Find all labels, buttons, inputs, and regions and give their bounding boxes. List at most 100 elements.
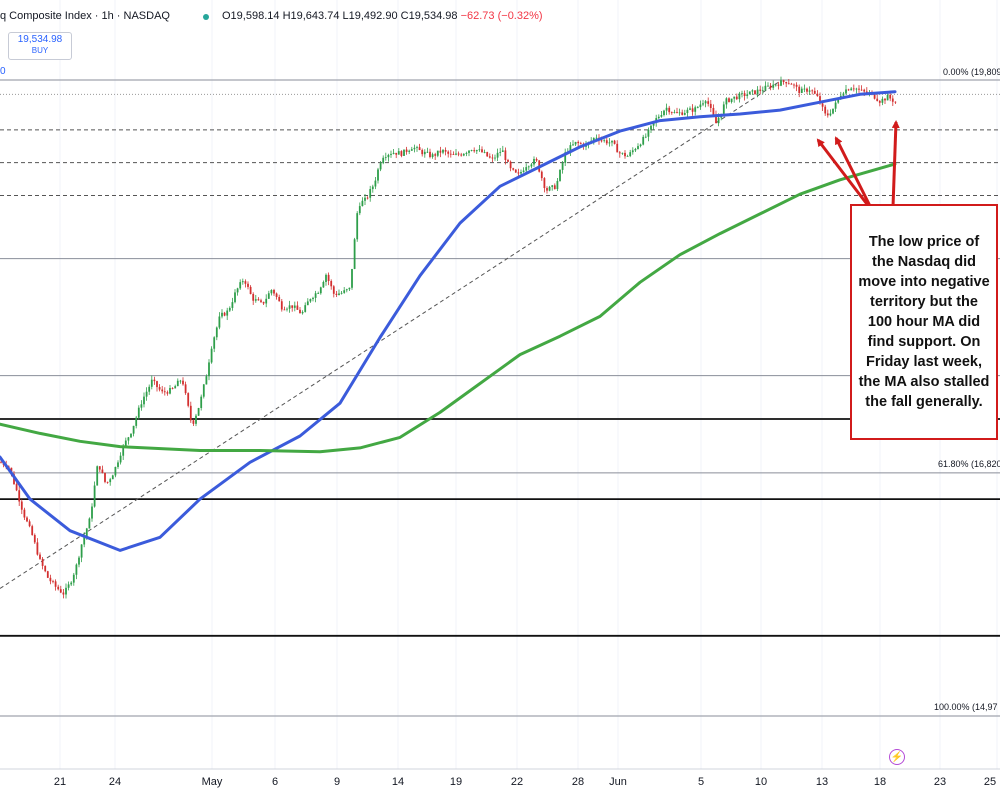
candle-body xyxy=(59,589,62,593)
candle xyxy=(465,151,468,157)
candle-body xyxy=(228,307,231,311)
buy-button[interactable]: 19,534.98 BUY xyxy=(8,32,72,60)
candle xyxy=(777,81,780,90)
candle xyxy=(312,296,314,302)
candle-body xyxy=(189,405,192,421)
candle-body xyxy=(226,310,229,316)
candle-body xyxy=(782,80,785,82)
candle-body xyxy=(88,518,91,529)
candle-body xyxy=(546,188,548,191)
candle xyxy=(499,147,502,157)
candle-body xyxy=(733,96,736,99)
candle-body xyxy=(863,89,866,92)
candle xyxy=(293,301,296,312)
candle xyxy=(228,306,231,313)
candle xyxy=(764,81,767,91)
candle-body xyxy=(205,376,208,385)
candle-body xyxy=(559,169,561,181)
candle xyxy=(374,176,377,190)
candle xyxy=(530,163,533,169)
candle xyxy=(444,147,447,156)
candle-body xyxy=(676,112,678,114)
candle xyxy=(80,544,83,563)
candle xyxy=(421,148,424,157)
candle xyxy=(223,311,226,317)
candle xyxy=(163,387,166,396)
candle xyxy=(88,517,91,529)
candle xyxy=(748,91,751,95)
candle xyxy=(434,152,437,160)
candle xyxy=(283,306,286,311)
candle-body xyxy=(78,557,80,565)
candle xyxy=(332,285,335,298)
candle-body xyxy=(626,156,629,157)
candle xyxy=(340,290,343,295)
candle-body xyxy=(618,152,621,154)
candle xyxy=(67,581,70,591)
candle-body xyxy=(564,152,567,163)
candle-body xyxy=(322,281,325,288)
candle xyxy=(210,346,213,364)
buy-price: 19,534.98 xyxy=(17,34,63,45)
candle-body xyxy=(158,387,161,390)
candle xyxy=(657,114,660,120)
candle-body xyxy=(873,92,876,99)
candle-body xyxy=(31,526,34,536)
candle-body xyxy=(340,292,343,294)
candle-body xyxy=(345,289,348,291)
candle xyxy=(257,297,260,301)
candle xyxy=(20,499,23,515)
candle xyxy=(176,378,179,387)
candle-body xyxy=(306,301,309,306)
candle-body xyxy=(712,107,715,116)
candle-body xyxy=(743,93,746,96)
lightning-icon[interactable]: ⚡ xyxy=(889,749,905,765)
candle xyxy=(624,150,626,159)
candle-body xyxy=(533,158,535,165)
candle xyxy=(696,106,699,109)
candle-body xyxy=(447,151,450,154)
symbol-title[interactable]: q Composite Index · 1h · NASDAQ xyxy=(0,10,170,22)
candle xyxy=(278,294,281,302)
candle-body xyxy=(813,90,816,94)
candle xyxy=(130,433,132,439)
candle xyxy=(829,109,832,117)
candle xyxy=(603,139,606,143)
candle xyxy=(772,80,775,90)
candle-body xyxy=(551,185,554,187)
candle-body xyxy=(231,302,234,308)
candle xyxy=(738,91,741,103)
candle xyxy=(319,286,322,295)
candle-body xyxy=(330,281,333,287)
candle xyxy=(306,298,309,306)
candle-body xyxy=(241,281,244,283)
candle-body xyxy=(504,150,507,161)
candle xyxy=(358,202,361,216)
candle-body xyxy=(444,149,447,152)
candle xyxy=(179,379,182,384)
candle-body xyxy=(889,94,892,99)
low-value: L19,492.90 xyxy=(342,10,398,22)
candle-body xyxy=(137,407,140,418)
candle xyxy=(605,138,608,146)
candle-body xyxy=(296,305,299,310)
candle xyxy=(699,100,702,110)
candle xyxy=(673,109,676,114)
candle-body xyxy=(509,161,512,169)
candle-body xyxy=(267,293,270,299)
candle xyxy=(540,170,543,181)
candle xyxy=(702,99,704,107)
high-value: H19,643.74 xyxy=(282,10,340,22)
candle-body xyxy=(605,140,608,144)
candle xyxy=(460,152,463,157)
candle xyxy=(91,503,93,522)
candle xyxy=(691,104,694,116)
candle-body xyxy=(650,125,652,130)
candle-body xyxy=(369,189,372,198)
candles xyxy=(0,76,897,599)
candle xyxy=(265,294,268,308)
candle xyxy=(135,415,138,429)
candle xyxy=(486,151,489,157)
candle xyxy=(855,87,858,94)
